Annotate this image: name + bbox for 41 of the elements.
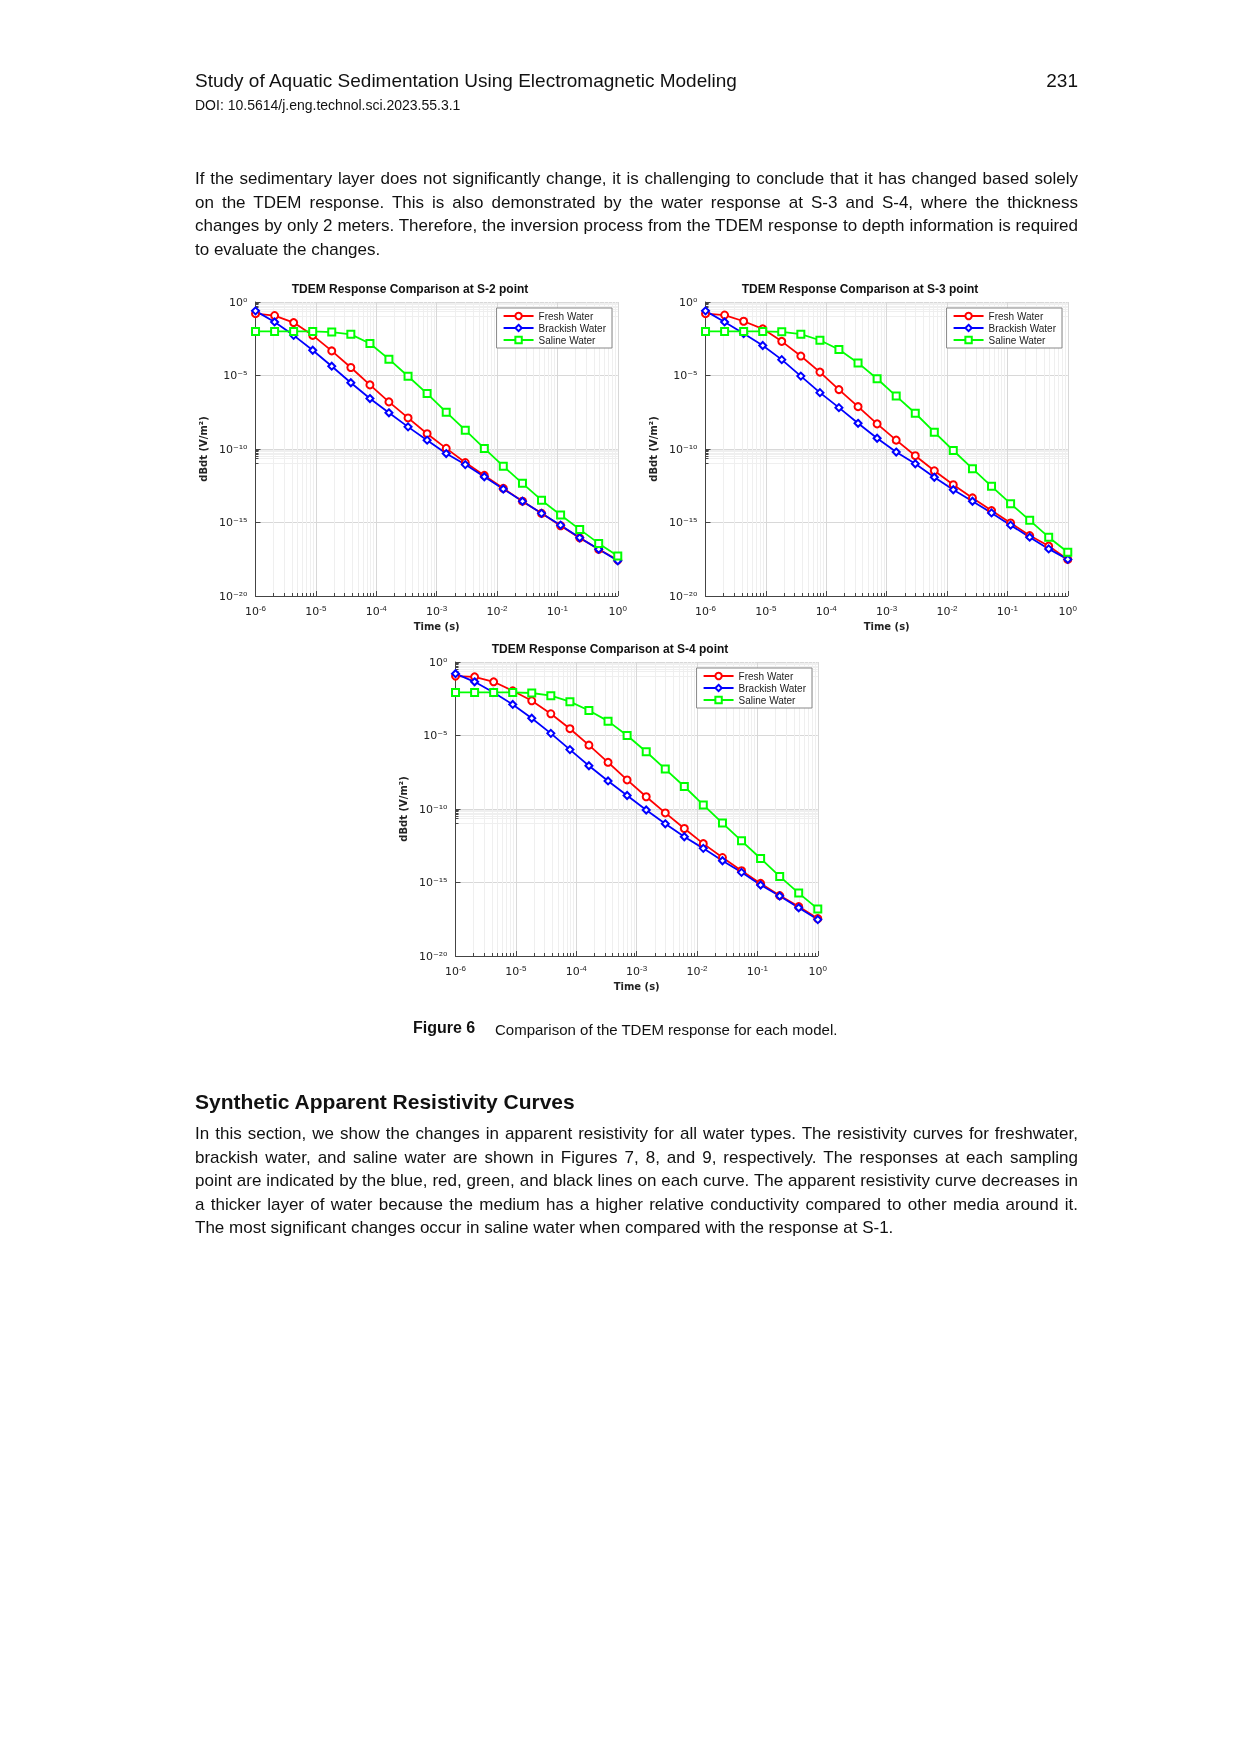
chart-title: TDEM Response Comparison at S-2 point xyxy=(291,282,529,296)
y-tick-label: 10⁻²⁰ xyxy=(668,589,699,603)
text: If the sedimentary layer does not significantly change, it is challenging to conclude that it has changed based solely on the TDEM response. This is also demonstrated by the water response at S-3 and S-4, where the thickness changes by only 2 meters. Therefore, the inversion process from the TDEM response to depth information is required to evaluate the changes. xyxy=(195,168,1078,261)
y-tick-label: 10⁰ xyxy=(429,655,449,669)
chart-title: TDEM Response Comparison at S-4 point xyxy=(491,642,729,656)
y-tick-label: 10⁰ xyxy=(229,295,249,309)
y-tick-label: 10⁰ xyxy=(679,295,699,309)
caption: Figure 6 xyxy=(413,1019,476,1037)
legend-label: Fresh Water xyxy=(988,310,1044,322)
y-tick-label: 10⁻¹⁰ xyxy=(668,442,699,456)
y-tick-label: 10⁻¹⁵ xyxy=(218,516,248,529)
y-axis-title: dBdt (V/m²) xyxy=(397,776,409,842)
y-tick-label: 10⁻¹⁰ xyxy=(218,442,249,456)
y-tick-label: 10⁻⁵ xyxy=(223,369,248,382)
legend-label: Saline Water xyxy=(538,334,597,346)
y-tick-label: 10⁻¹⁰ xyxy=(418,802,449,816)
y-axis-title: dBdt (V/m²) xyxy=(647,416,659,482)
chart-title: TDEM Response Comparison at S-3 point xyxy=(741,282,979,296)
text: Study of Aquatic Sedimentation Using Electromagnetic Modeling xyxy=(195,70,737,92)
y-tick-label: 10⁻²⁰ xyxy=(218,589,249,603)
y-tick-label: 10⁻²⁰ xyxy=(418,949,449,963)
text: DOI: 10.5614/j.eng.technol.sci.2023.55.3.1 xyxy=(195,97,461,113)
y-axis-title: dBdt (V/m²) xyxy=(197,416,209,482)
x-axis-title: Time (s) xyxy=(613,980,660,992)
legend-label: Brackish Water xyxy=(738,682,807,694)
legend-label: Fresh Water xyxy=(738,670,794,682)
y-tick-label: 10⁻⁵ xyxy=(423,729,448,742)
text: 231 xyxy=(1046,70,1078,92)
y-tick-label: 10⁻¹⁵ xyxy=(418,876,448,889)
x-axis-title: Time (s) xyxy=(863,620,910,632)
legend-label: Fresh Water xyxy=(538,310,594,322)
text: In this section, we show the changes in apparent resistivity for all water types. The resistivity curves for freshwater, brackish water, and saline water are shown in Figures 7, 8, and 9, respectively. The responses at each sampling point are indicated by the blue, red, green, and black lines on each curve. The apparent resistivity curve decreases in a thicker layer of water because the medium has a higher relative conductivity compared to other media around it. The most significant changes occur in saline water when compared with the response at S-1. xyxy=(195,1123,1078,1239)
text: Synthetic Apparent Resistivity Curves xyxy=(195,1090,575,1114)
legend-label: Brackish Water xyxy=(538,322,607,334)
legend-label: Saline Water xyxy=(988,334,1047,346)
y-tick-label: 10⁻¹⁵ xyxy=(668,516,698,529)
text: Comparison of the TDEM response for each model. xyxy=(495,1021,838,1038)
legend-label: Saline Water xyxy=(738,694,797,706)
legend-label: Brackish Water xyxy=(988,322,1057,334)
x-axis-title: Time (s) xyxy=(413,620,460,632)
y-tick-label: 10⁻⁵ xyxy=(673,369,698,382)
